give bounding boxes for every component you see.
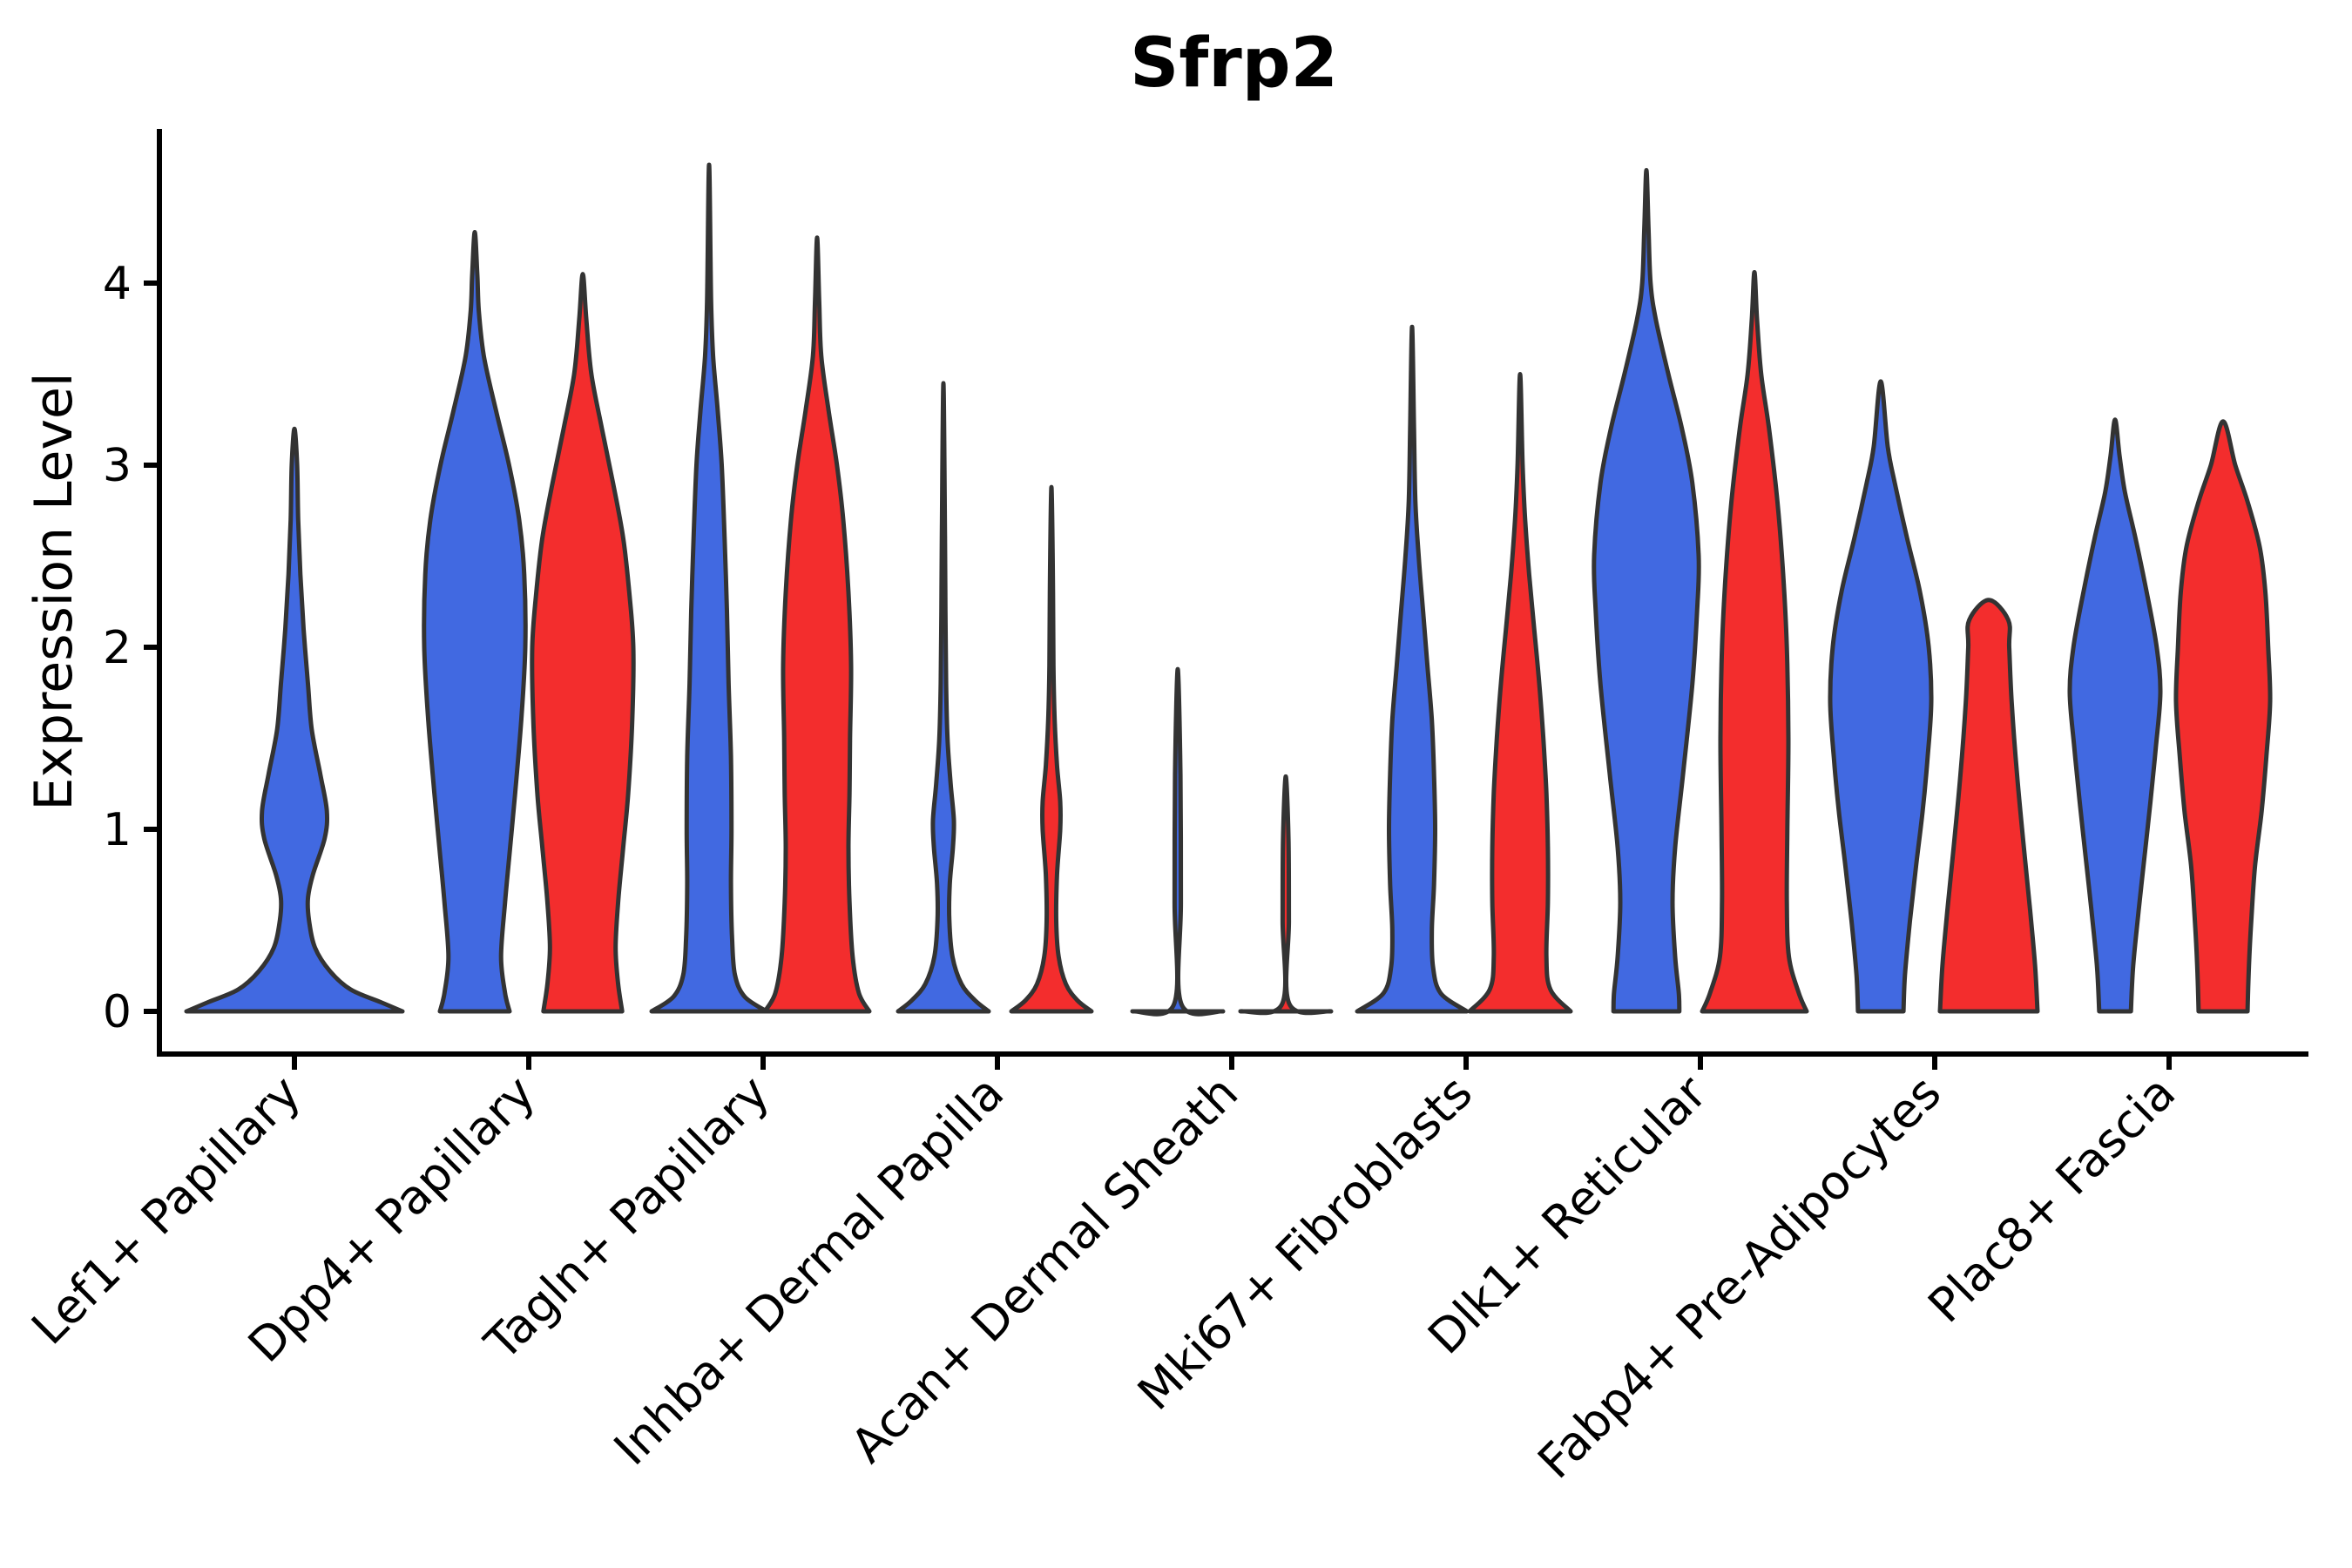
violin-dlk1-reticular-red xyxy=(1700,270,1809,1014)
y-tick-label-2: 2 xyxy=(103,622,132,674)
y-tick-label-0: 0 xyxy=(103,986,132,1038)
chart-title: Sfrp2 xyxy=(1130,24,1338,103)
violin-acan-dermal-sheath-red xyxy=(1238,774,1334,1016)
violin-inhba-dermal-papilla-blue xyxy=(896,381,991,1014)
violin-fabp4-pre-adipocytes-blue xyxy=(1828,379,1934,1014)
y-tick-label-4: 4 xyxy=(103,258,132,310)
violin-plac8-fascia-blue xyxy=(2067,417,2163,1014)
y-tick-label-3: 3 xyxy=(103,440,132,492)
violin-inhba-dermal-papilla-red xyxy=(1009,484,1094,1014)
violin-dpp4-papillary-blue xyxy=(422,230,528,1014)
violin-tagln-papillary-blue xyxy=(649,162,769,1014)
violin-tagln-papillary-red xyxy=(762,235,872,1014)
violin-dpp4-papillary-red xyxy=(530,272,636,1014)
violin-fabp4-pre-adipocytes-red xyxy=(1937,598,2040,1014)
x-tick-label-3: Inhba+ Dermal Papilla xyxy=(604,1065,1014,1476)
violin-mki67-fibroblasts-blue xyxy=(1355,324,1470,1014)
x-tick-label-8: Plac8+ Fascia xyxy=(1917,1065,2186,1334)
x-tick-label-7: Fabp4+ Pre-Adipocytes xyxy=(1527,1065,1951,1490)
violin-dlk1-reticular-blue xyxy=(1592,167,1701,1014)
violin-plac8-fascia-red xyxy=(2173,419,2273,1014)
x-tick-label-4: Acan+ Dermal Sheath xyxy=(841,1065,1248,1473)
violin-mki67-fibroblasts-red xyxy=(1467,372,1573,1014)
y-tick-label-1: 1 xyxy=(103,804,132,856)
violin-lef1-papillary-blue xyxy=(184,426,405,1014)
violin-acan-dermal-sheath-blue xyxy=(1130,666,1226,1017)
